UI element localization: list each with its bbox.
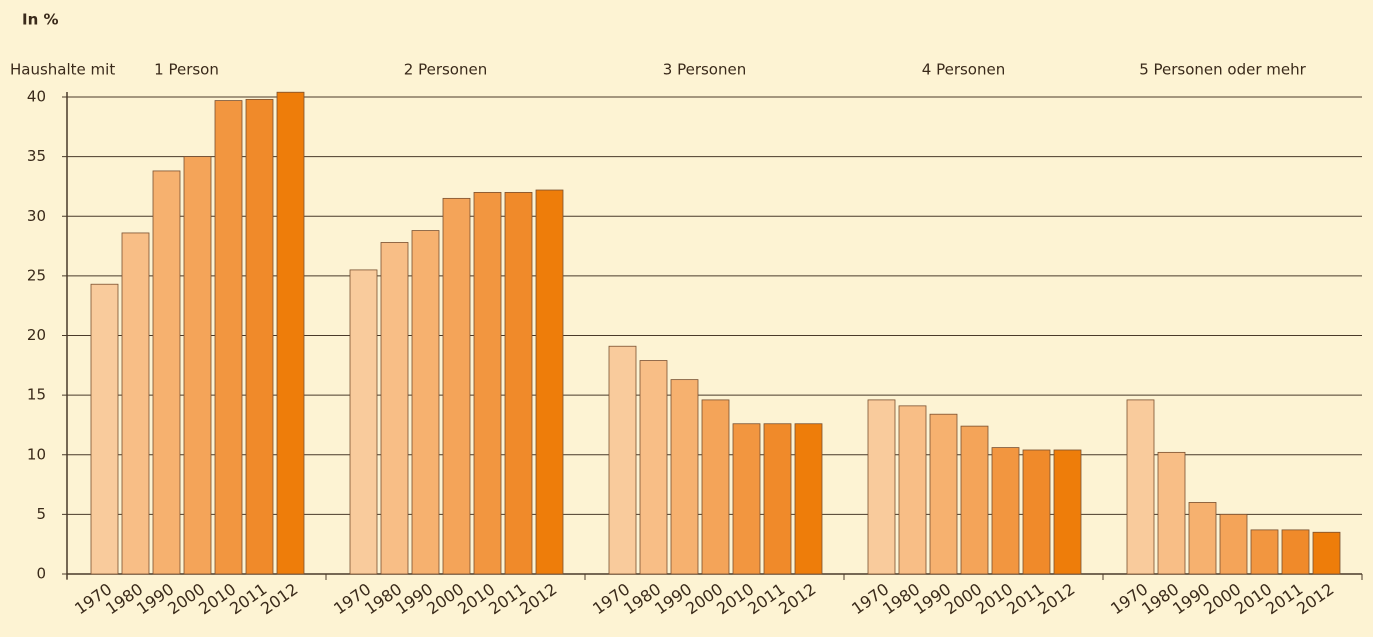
bar	[670, 379, 699, 575]
bar	[1188, 502, 1217, 575]
bar	[1157, 451, 1186, 575]
bar	[473, 191, 502, 575]
bar	[121, 232, 150, 575]
category-label: 3 Personen	[663, 61, 746, 79]
y-tick-label: 10	[27, 445, 46, 463]
bar	[639, 360, 668, 575]
category-label: Haushalte mit	[10, 61, 115, 79]
category-label: 4 Personen	[922, 61, 1005, 79]
bar	[90, 283, 119, 575]
y-tick-label: 30	[27, 207, 46, 225]
bar	[898, 405, 927, 575]
bar	[504, 191, 533, 575]
bar	[867, 399, 896, 575]
bar	[732, 423, 761, 575]
y-axis-label: In %	[22, 11, 59, 29]
category-label: 2 Personen	[404, 61, 487, 79]
y-tick-label: 15	[27, 386, 46, 404]
y-tick-label: 20	[27, 326, 46, 344]
bar	[349, 269, 378, 575]
bar	[411, 230, 440, 575]
bar	[276, 91, 305, 575]
bar	[929, 413, 958, 575]
y-tick-label: 0	[36, 565, 46, 583]
bar	[442, 197, 471, 575]
bar	[214, 100, 243, 575]
bar	[535, 189, 564, 575]
bar	[1022, 449, 1051, 575]
bar	[794, 423, 823, 575]
y-tick-label: 40	[27, 88, 46, 106]
y-tick-label: 5	[36, 505, 46, 523]
bar	[1312, 531, 1341, 575]
y-tick-label: 35	[27, 147, 46, 165]
bar	[245, 98, 274, 575]
bar	[152, 170, 181, 575]
bar	[1281, 529, 1310, 575]
bar	[960, 425, 989, 575]
bar	[1053, 449, 1082, 575]
category-label: 1 Person	[154, 61, 219, 79]
bar	[991, 447, 1020, 575]
category-label: 5 Personen oder mehr	[1139, 61, 1306, 79]
bar	[1219, 513, 1248, 575]
bar	[1250, 529, 1279, 575]
bar	[608, 345, 637, 575]
bar	[1126, 399, 1155, 575]
bar	[183, 156, 212, 575]
bar	[380, 242, 409, 575]
y-tick-label: 25	[27, 266, 46, 284]
bar	[763, 423, 792, 575]
bar	[701, 399, 730, 575]
